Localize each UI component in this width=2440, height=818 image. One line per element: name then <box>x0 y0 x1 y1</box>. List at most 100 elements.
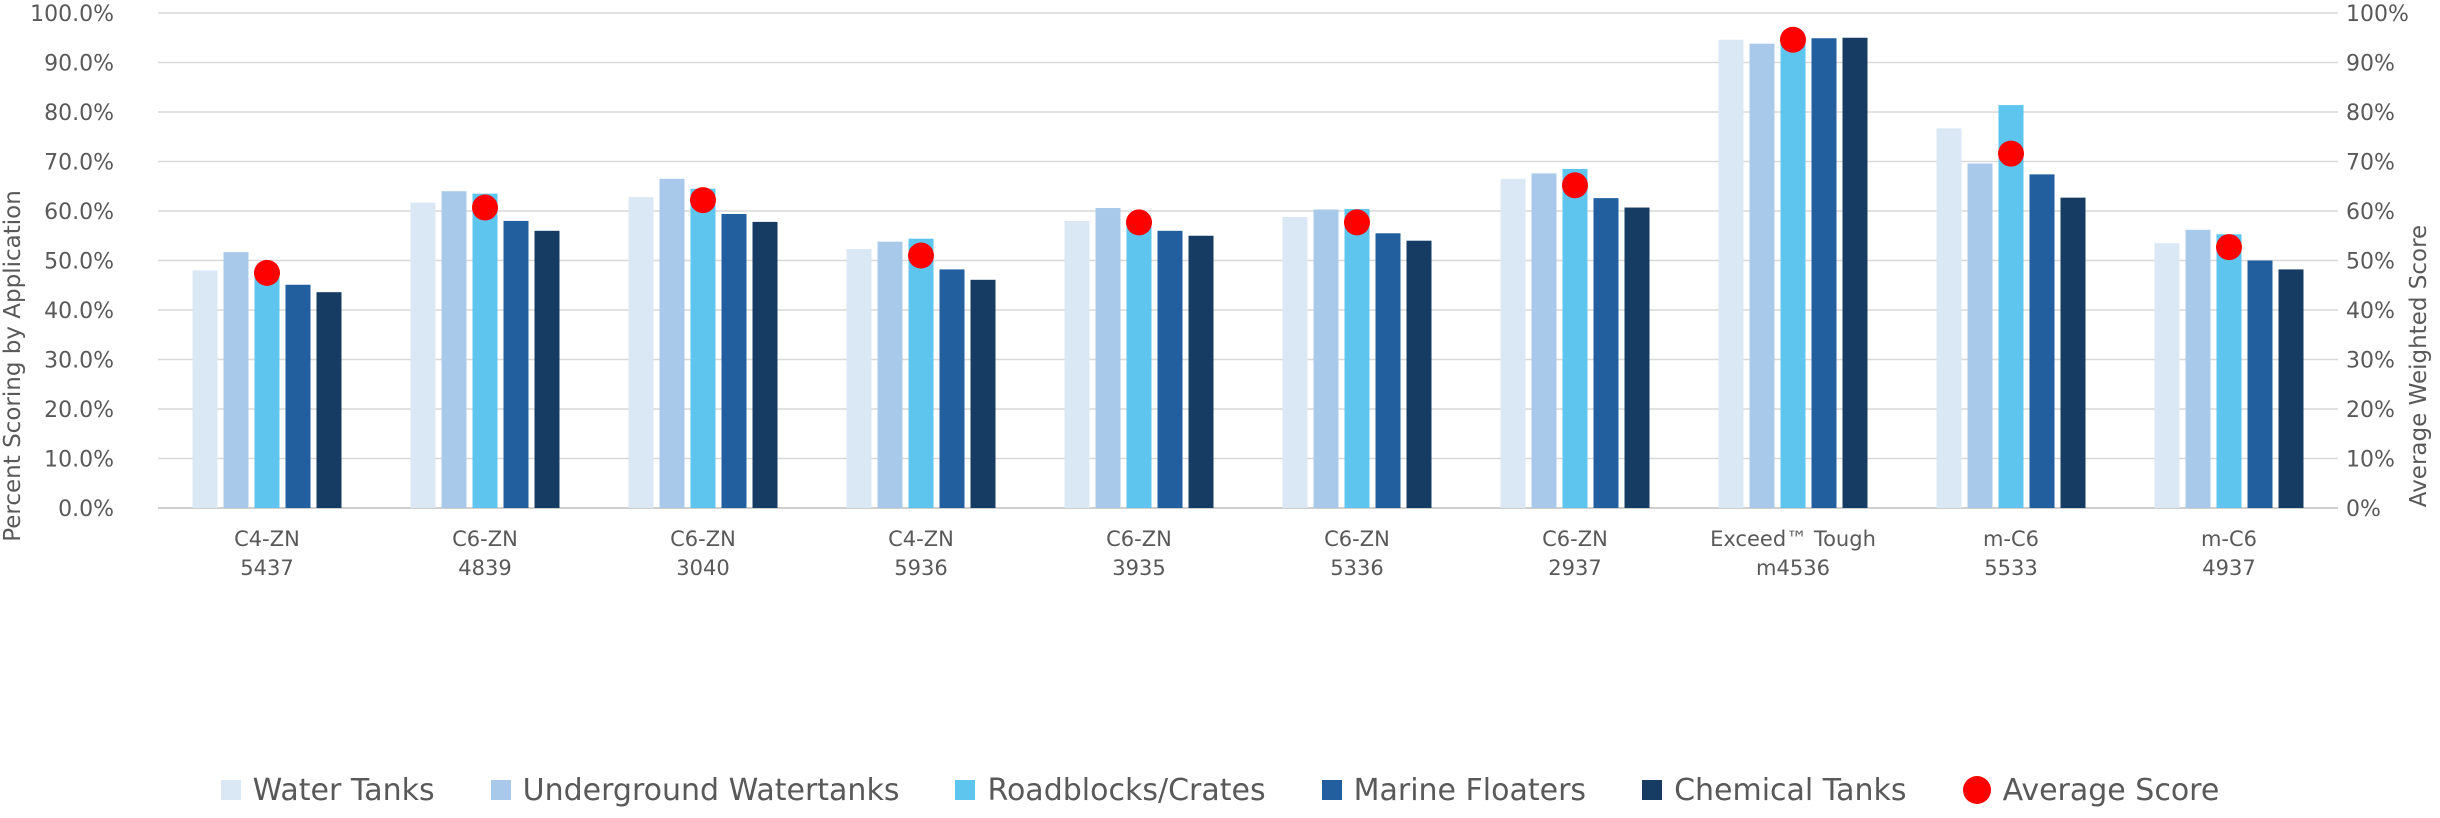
bar <box>1936 128 1962 508</box>
x-tick-label: C6-ZN 3935 <box>1106 527 1172 580</box>
x-tick-label: C6-ZN 4839 <box>452 527 518 580</box>
bar <box>410 202 436 508</box>
bar <box>1562 168 1588 509</box>
x-tick-label: m-C6 4937 <box>2201 527 2257 580</box>
legend-item: Marine Floaters <box>1321 772 1587 808</box>
x-tick-label: C6-ZN 2937 <box>1542 527 1608 580</box>
bar <box>1313 209 1339 508</box>
bar <box>254 272 280 508</box>
bar <box>1811 38 1837 509</box>
bar <box>1500 178 1526 508</box>
x-tick-label: C6-ZN 3040 <box>670 527 736 580</box>
average-score-marker <box>1344 209 1370 236</box>
legend-label: Roadblocks/Crates <box>987 772 1266 808</box>
bar <box>1624 207 1650 508</box>
chart: 0.0% 10.0% 20.0% 30.0% 40.0% 50.0% 60.0% 70.0% 8… <box>0 2 2432 580</box>
legend-item: Water Tanks <box>220 772 435 808</box>
y-axis-right-ticks: 0% 10% 20% 30% 40% 50% 60% 70% 80% 90% 100% <box>2346 2 2409 522</box>
bar <box>1593 198 1619 508</box>
bar <box>316 292 342 508</box>
bar <box>690 188 716 508</box>
bar <box>1967 163 1993 509</box>
average-score-marker <box>908 242 934 269</box>
bar <box>2154 243 2180 509</box>
bar <box>1780 41 1806 509</box>
bar <box>1282 216 1308 508</box>
legend-swatch <box>490 780 511 800</box>
y-left-tick-label: 80.0% <box>44 101 114 126</box>
bar <box>285 284 311 508</box>
legend-label: Chemical Tanks <box>1674 772 1907 808</box>
y-left-tick-label: 0.0% <box>58 497 114 522</box>
legend-label: Water Tanks <box>252 772 435 808</box>
bar <box>472 193 498 509</box>
y-right-tick-label: 10% <box>2346 448 2395 473</box>
bar <box>2216 234 2242 508</box>
average-score-marker <box>690 187 716 214</box>
x-tick-label: C4-ZN 5437 <box>234 527 300 580</box>
legend-item: Average Score <box>1962 772 2220 808</box>
bar <box>846 249 872 509</box>
y-left-tick-label: 30.0% <box>44 349 114 374</box>
y-right-tick-label: 100% <box>2346 2 2409 27</box>
bar <box>1375 233 1401 508</box>
bar <box>1406 240 1432 508</box>
y-right-tick-label: 0% <box>2346 497 2381 522</box>
y-right-tick-label: 60% <box>2346 200 2395 225</box>
y-right-tick-label: 50% <box>2346 250 2395 275</box>
average-score-marker <box>2216 234 2242 261</box>
y-left-tick-label: 90.0% <box>44 52 114 77</box>
bar <box>1188 235 1214 508</box>
bar <box>628 197 654 508</box>
bars <box>192 37 2304 509</box>
average-score-marker <box>1126 209 1152 236</box>
average-score-marker <box>1780 26 1806 53</box>
bar <box>1718 39 1744 508</box>
y-left-tick-label: 10.0% <box>44 448 114 473</box>
y-right-tick-label: 30% <box>2346 349 2395 374</box>
bar <box>223 252 249 508</box>
bar <box>1998 105 2024 508</box>
legend-swatch <box>220 780 241 800</box>
legend-marker <box>1962 776 1991 804</box>
y-right-tick-label: 70% <box>2346 151 2395 176</box>
bar <box>1531 173 1557 508</box>
x-axis-ticks: C4-ZN 5437 C6-ZN 4839 C6-ZN 3040 C4-ZN 5936 C6-Z… <box>234 527 2257 580</box>
bar <box>1749 43 1775 508</box>
bar <box>908 238 934 508</box>
bar <box>1344 209 1370 508</box>
legend-swatch <box>1321 780 1342 800</box>
bar <box>2060 197 2086 508</box>
x-tick-label: m-C6 5533 <box>1983 527 2039 580</box>
y-left-tick-label: 60.0% <box>44 200 114 225</box>
legend-label: Average Score <box>2002 772 2220 808</box>
legend-label: Underground Watertanks <box>522 772 900 808</box>
y-right-tick-label: 20% <box>2346 398 2395 423</box>
bar <box>503 220 529 508</box>
x-tick-label: Exceed™ Tough m4536 <box>1710 527 1876 580</box>
y-left-tick-label: 100.0% <box>30 2 114 27</box>
legend-item: Underground Watertanks <box>490 772 900 808</box>
x-tick-label: C4-ZN 5936 <box>888 527 954 580</box>
bar <box>1064 220 1090 508</box>
legend-label: Marine Floaters <box>1353 772 1587 808</box>
x-tick-label: C6-ZN 5336 <box>1324 527 1390 580</box>
y-axis-left-ticks: 0.0% 10.0% 20.0% 30.0% 40.0% 50.0% 60.0% 70.0% 8… <box>30 2 114 522</box>
bar <box>721 213 747 508</box>
bar <box>2185 229 2211 508</box>
bar <box>2247 260 2273 508</box>
bar <box>877 241 903 508</box>
bar <box>2278 269 2304 508</box>
y-left-tick-label: 70.0% <box>44 151 114 176</box>
bar <box>192 270 218 508</box>
bar <box>2029 174 2055 508</box>
bar <box>939 269 965 508</box>
average-score-marker <box>472 194 498 221</box>
bar <box>441 191 467 508</box>
bar <box>1157 230 1183 509</box>
bar <box>659 178 685 508</box>
y-left-tick-label: 50.0% <box>44 250 114 275</box>
y-left-tick-label: 40.0% <box>44 299 114 324</box>
bar <box>534 230 560 509</box>
y-right-tick-label: 80% <box>2346 101 2395 126</box>
